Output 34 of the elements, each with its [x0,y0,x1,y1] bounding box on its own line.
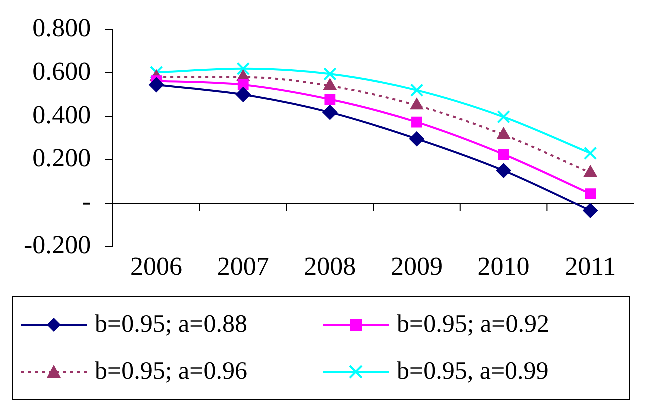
y-tick-label: 0.400 [32,100,92,130]
legend-label: b=0.95; a=0.92 [397,310,550,338]
point [583,203,598,218]
y-tick-label: 0.800 [32,13,92,42]
legend-label: b=0.95; a=0.88 [95,310,248,338]
point [496,163,512,178]
point [324,94,336,105]
x-tick-label: 2011 [565,252,616,282]
point [410,84,424,98]
x-tick-label: 2006 [130,252,183,282]
y-tick-label: -0.200 [24,230,92,260]
y-tick-label: 0.600 [32,56,92,86]
legend-label: b=0.95; a=0.96 [95,358,248,386]
legend-label: b=0.95, a=0.99 [397,358,549,386]
point [236,87,251,102]
point [324,67,337,81]
point [238,80,249,90]
point [236,62,250,76]
point [497,110,510,124]
point [584,146,598,160]
x-tick-label: 2007 [217,252,270,282]
point [322,105,338,120]
x-tick-label: 2010 [478,252,530,282]
x-tick-label: 2009 [390,252,443,282]
point [585,188,596,200]
point [412,116,422,128]
point [324,78,337,90]
point [150,66,164,80]
point [149,77,164,92]
point [498,149,510,160]
y-tick-label: - [82,187,92,216]
x-tick-label: 2008 [304,252,356,282]
y-tick-label: 0.200 [32,144,92,173]
point [409,132,424,147]
